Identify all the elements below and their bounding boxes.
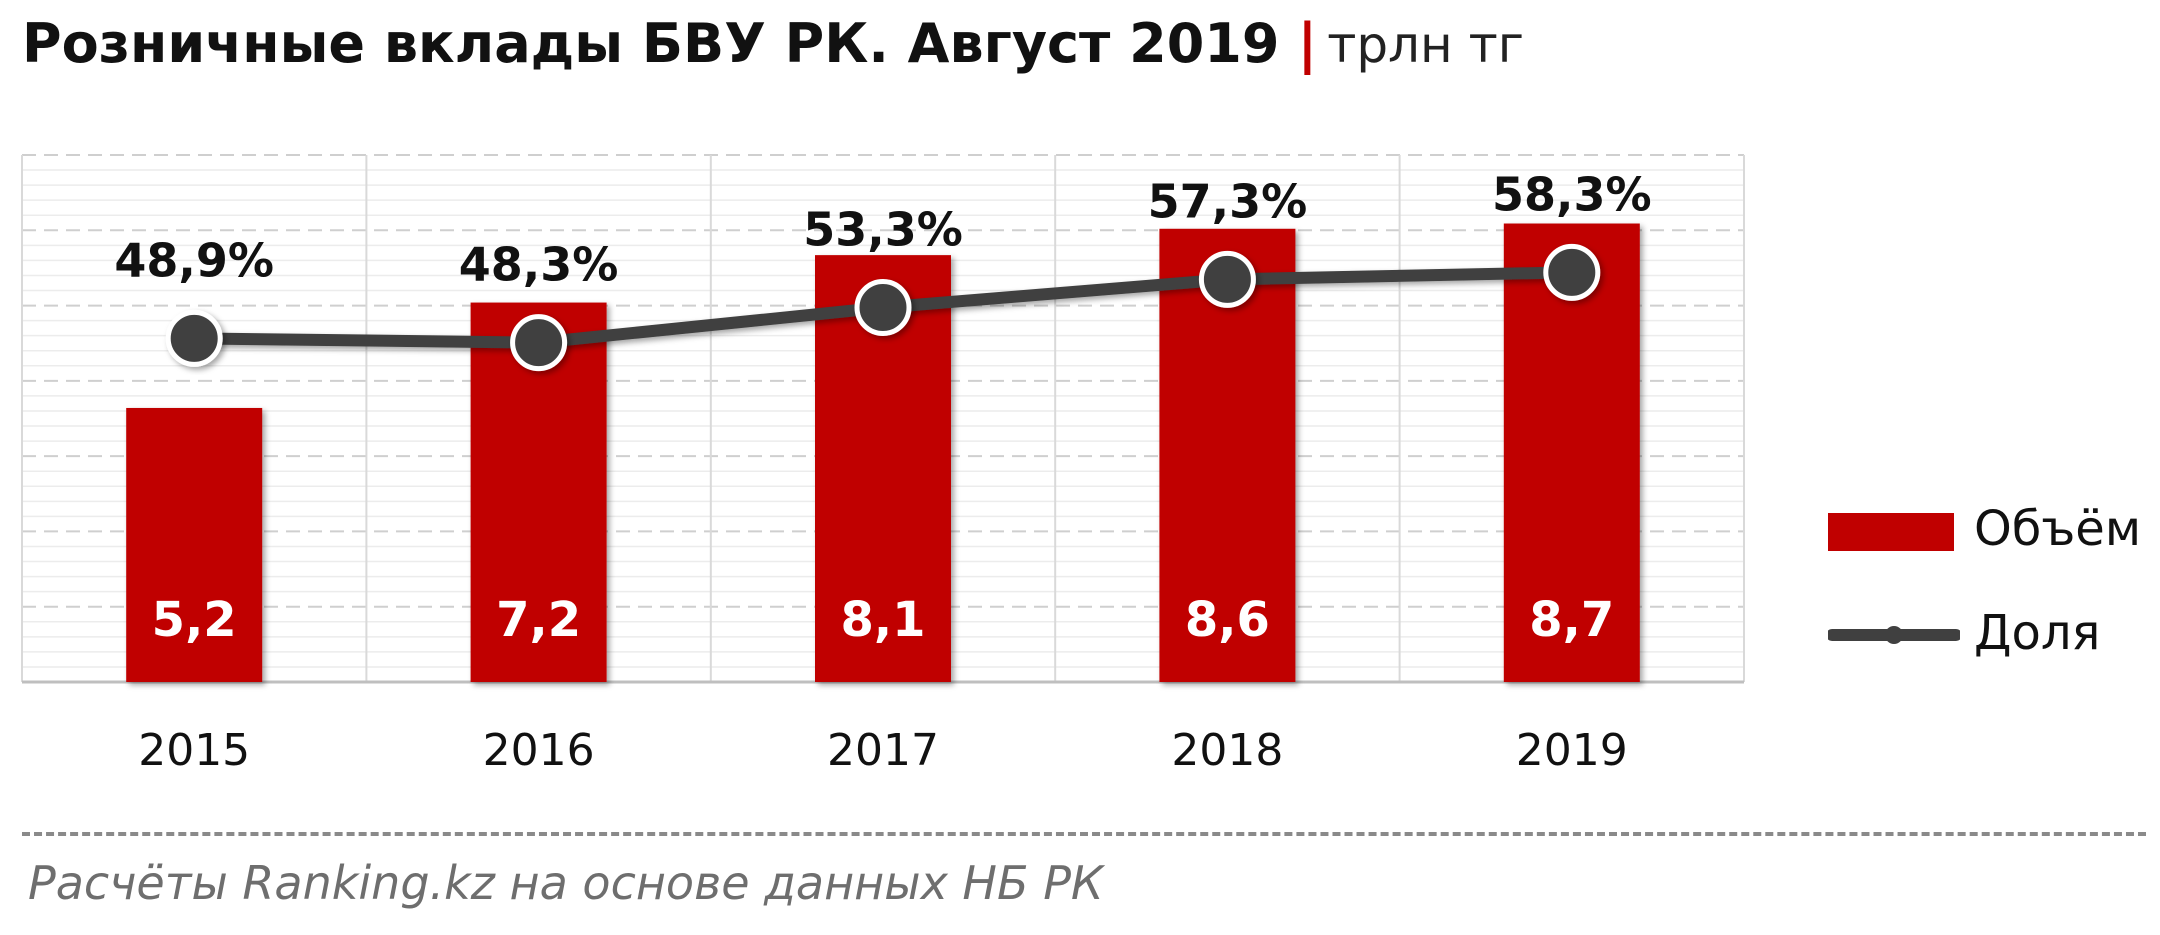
bar-value-label-2016: 7,2 <box>496 592 581 648</box>
share-point-2015 <box>165 309 223 367</box>
chart-title-main: Розничные вклады БВУ РК. Август 2019 <box>22 12 1280 75</box>
gridlines <box>21 154 1745 684</box>
share-point-2017 <box>854 278 912 336</box>
x-axis: 2015 2016 2017 2018 2019 <box>138 725 1628 776</box>
bar-value-label-2015: 5,2 <box>152 592 237 648</box>
x-tick-label-2016: 2016 <box>483 725 595 776</box>
x-tick-label-2019: 2019 <box>1516 725 1628 776</box>
share-value-label-2019: 58,3% <box>1492 167 1652 221</box>
x-tick-label-2017: 2017 <box>827 725 939 776</box>
legend-swatch-volume <box>1828 513 1954 551</box>
legend-label-share: Доля <box>1974 605 2101 661</box>
share-value-label-2015: 48,9% <box>114 233 274 287</box>
chart-title-unit: трлн тг <box>1327 16 1524 74</box>
share-value-label-2016: 48,3% <box>459 238 619 292</box>
share-point-2018 <box>1198 250 1256 308</box>
legend-label-volume: Объём <box>1974 501 2142 557</box>
bar-value-label-2018: 8,6 <box>1185 592 1270 648</box>
bars <box>126 223 1640 682</box>
title-separator: | <box>1297 12 1318 75</box>
share-point-2019 <box>1543 243 1601 301</box>
legend-swatch-share <box>1828 626 1960 644</box>
x-tick-label-2015: 2015 <box>138 725 250 776</box>
share-point-2016 <box>510 314 568 372</box>
bar-value-label-2019: 8,7 <box>1529 592 1614 648</box>
data-labels: 5,2 7,2 8,1 8,6 8,7 48,9% 48,3% 53,3% 57,3% 58,3% <box>114 167 1651 648</box>
x-tick-label-2018: 2018 <box>1171 725 1283 776</box>
bar-value-label-2017: 8,1 <box>840 592 925 648</box>
share-value-label-2018: 57,3% <box>1148 174 1308 228</box>
bar-2015 <box>126 407 263 682</box>
footer-divider <box>22 832 2146 836</box>
chart-title: Розничные вклады БВУ РК. Август 2019 | трл… <box>22 12 1524 75</box>
source-note: Расчёты Ranking.kz на основе данных НБ Р… <box>28 856 1104 910</box>
share-value-label-2017: 53,3% <box>803 202 963 256</box>
share-line <box>165 243 1601 372</box>
